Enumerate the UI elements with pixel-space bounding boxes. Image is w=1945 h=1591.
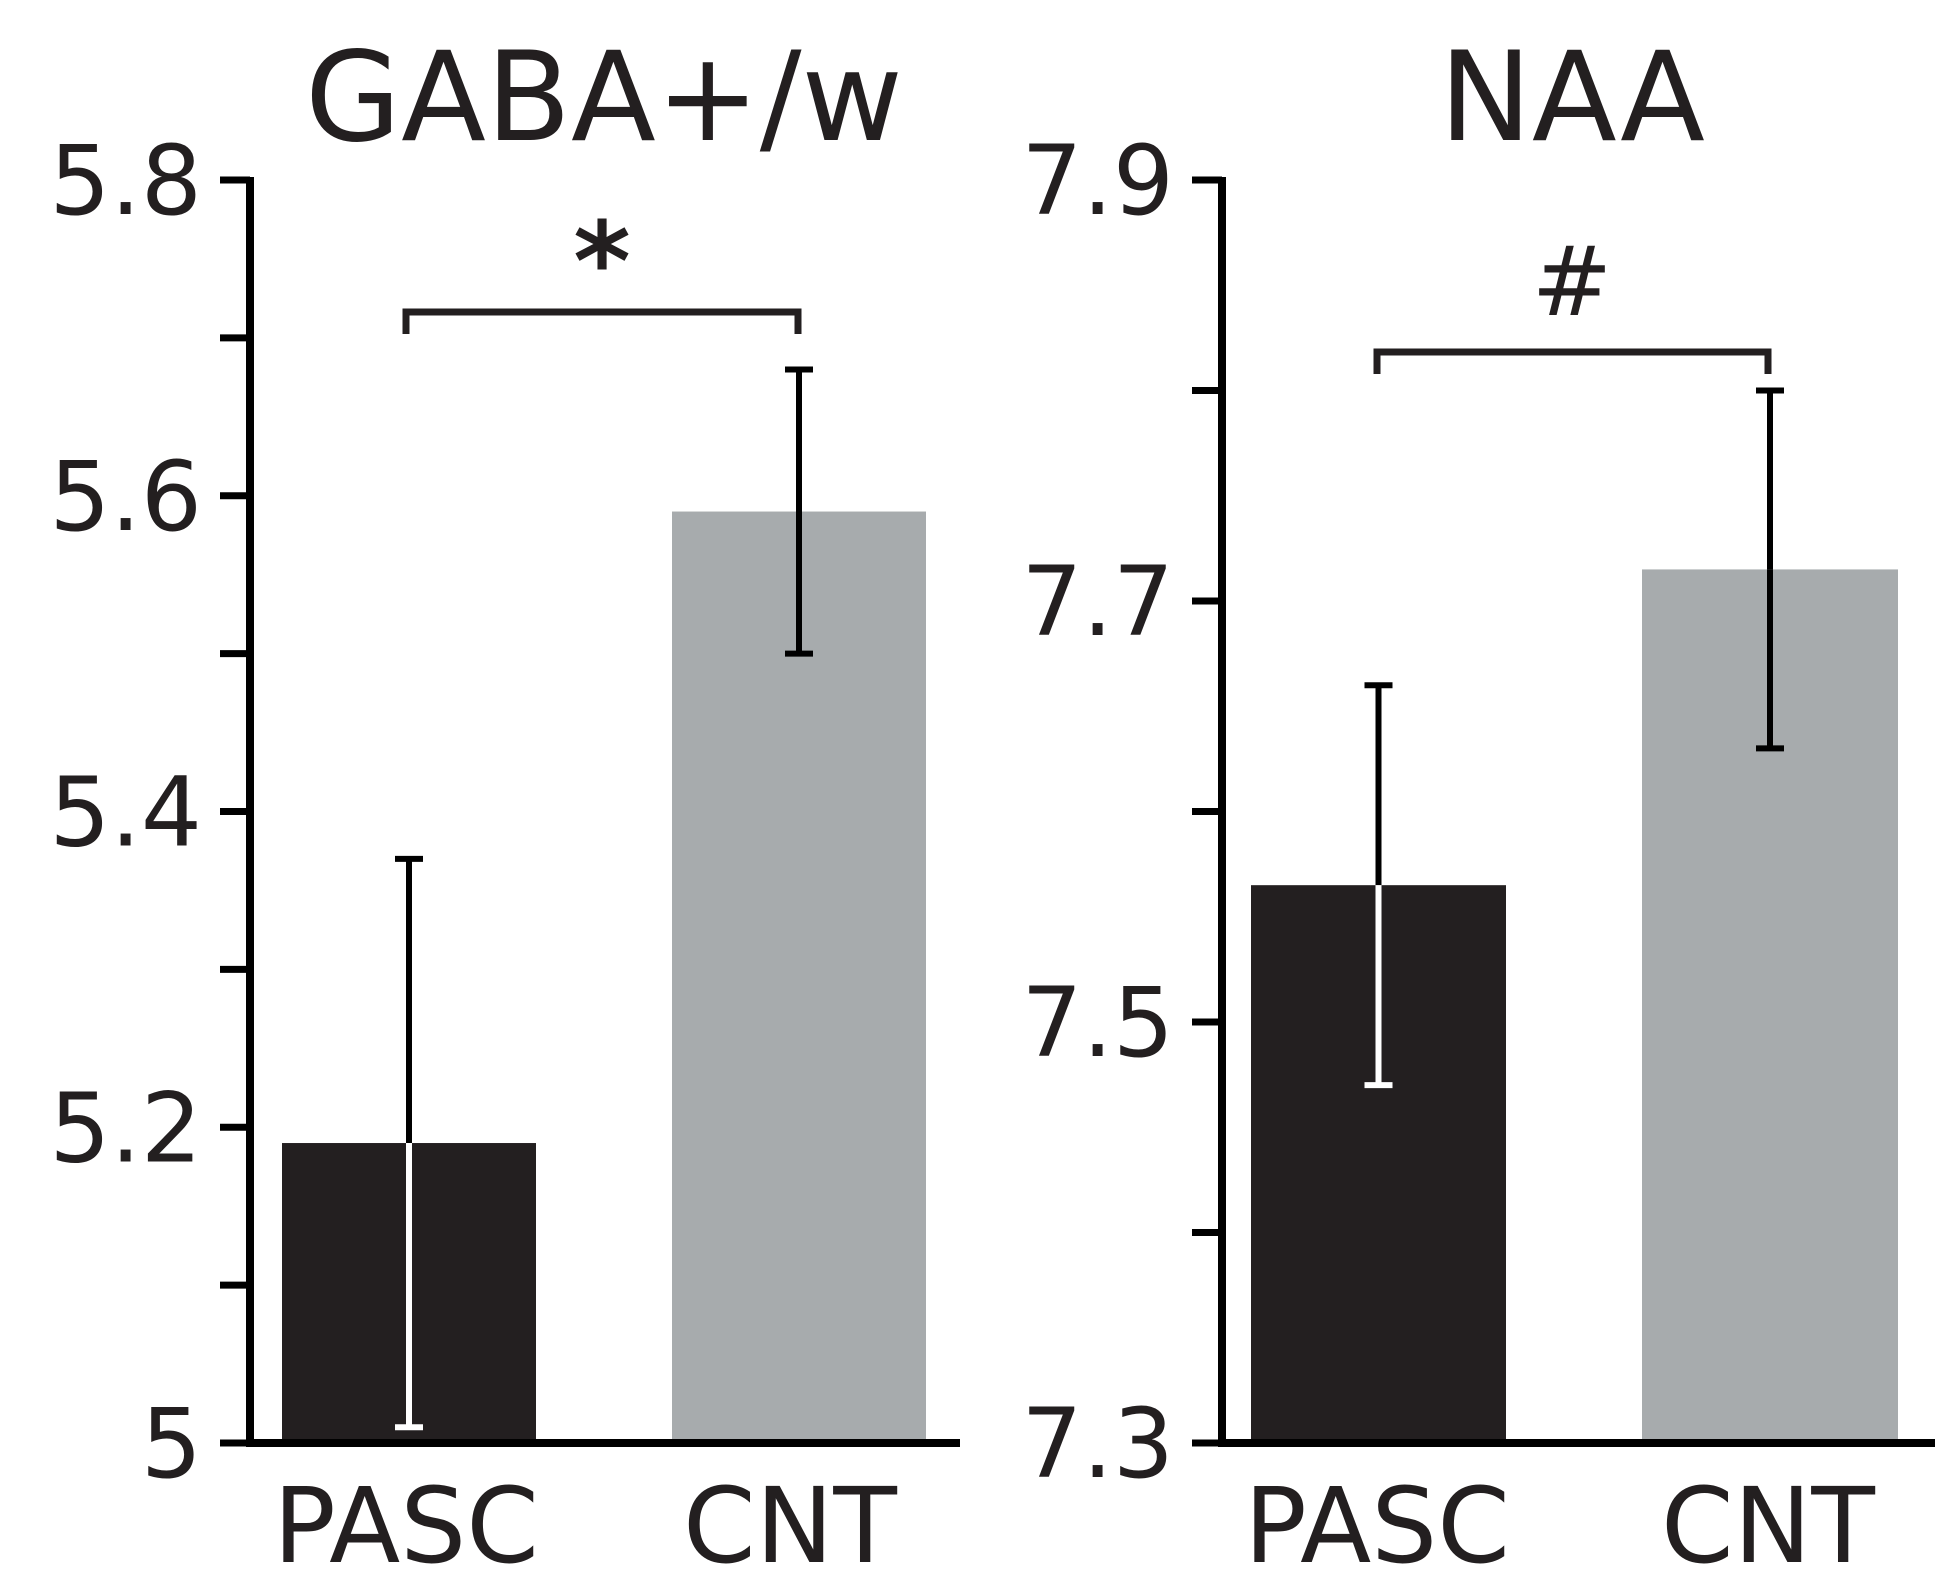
y-tick-label: 7.7	[1021, 546, 1174, 658]
significance-bracket	[402, 308, 802, 334]
x-label-cnt: CNT	[683, 1465, 897, 1587]
x-label-pasc: PASC	[1244, 1465, 1510, 1587]
y-tick-label: 5	[141, 1388, 202, 1500]
error-bar-cnt	[785, 366, 813, 657]
significance-marker-gaba: *	[573, 198, 631, 326]
panel-gaba: GABA+/w * PASC CNT 5 5.2 5.4 5.6 5.8	[49, 26, 960, 1587]
y-tick-label: 5.2	[49, 1072, 202, 1184]
y-tick-label: 5.6	[49, 441, 202, 553]
x-label-pasc: PASC	[273, 1465, 539, 1587]
bar-cnt	[672, 511, 926, 1444]
y-tick-label: 5.4	[49, 757, 202, 869]
y-tick-label: 7.5	[1021, 967, 1174, 1079]
error-bar-cnt	[1756, 387, 1784, 752]
error-bar-pasc	[1364, 682, 1393, 1089]
x-label-cnt: CNT	[1661, 1465, 1875, 1587]
significance-marker-naa: #	[1532, 226, 1612, 338]
y-tick-label: 5.8	[49, 125, 202, 237]
y-tick-label: 7.9	[1021, 125, 1174, 237]
error-bar-pasc	[395, 855, 423, 1431]
y-tick-label: 7.3	[1021, 1388, 1174, 1500]
chart-title-naa: NAA	[1439, 26, 1705, 170]
significance-bracket	[1373, 348, 1772, 374]
chart-title-gaba: GABA+/w	[305, 26, 903, 170]
panel-naa: NAA # PASC CNT 7.3 7.5 7.7 7.9	[1021, 26, 1935, 1587]
